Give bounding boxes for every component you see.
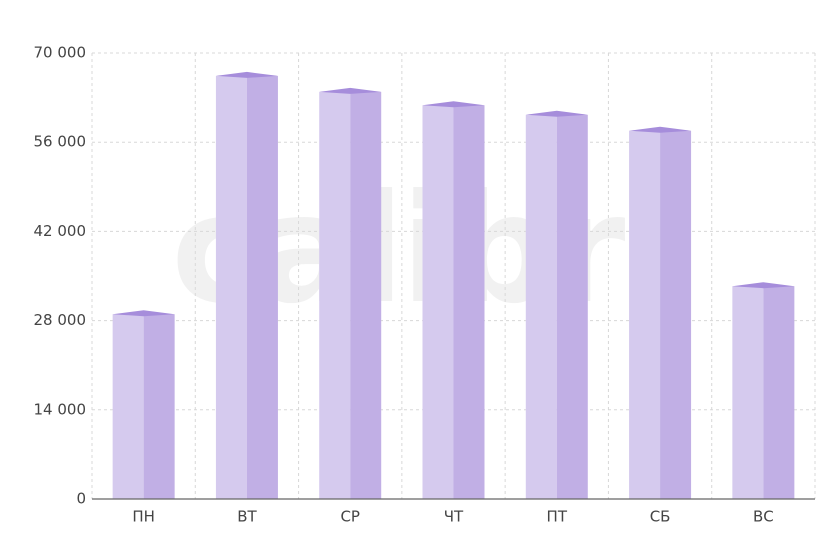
bar-side	[556, 114, 588, 499]
bar-top	[319, 87, 382, 94]
bar-top	[112, 310, 175, 317]
bar-side	[350, 91, 382, 499]
bar-front	[215, 75, 247, 500]
bar-front	[112, 314, 144, 499]
bar-front	[525, 114, 557, 499]
y-tick-label: 42 000	[34, 222, 87, 240]
x-tick-label: ВС	[753, 508, 774, 526]
bar-top	[525, 110, 588, 117]
bar-top	[215, 71, 278, 78]
bar-side	[660, 130, 692, 499]
bar	[629, 126, 692, 499]
bar-front	[319, 91, 351, 499]
bar-front	[732, 286, 764, 499]
x-tick-label: ВТ	[237, 508, 257, 526]
bar-side	[453, 105, 485, 499]
x-tick-label: ПТ	[547, 508, 568, 526]
bar-side	[143, 314, 175, 499]
bar-top	[422, 101, 485, 108]
bar-side	[763, 286, 795, 499]
y-tick-label: 28 000	[34, 311, 87, 329]
bar-top	[629, 126, 692, 133]
bar	[732, 282, 795, 499]
x-tick-label: ПН	[132, 508, 155, 526]
x-tick-label: СБ	[650, 508, 671, 526]
bar-top	[732, 282, 795, 289]
bar	[422, 101, 485, 499]
x-tick-label: ЧТ	[444, 508, 464, 526]
bar-front	[422, 105, 454, 499]
y-tick-label: 70 000	[34, 44, 87, 62]
bar	[112, 310, 175, 499]
x-tick-label: СР	[340, 508, 360, 526]
y-tick-label: 14 000	[34, 400, 87, 418]
bar	[319, 87, 382, 499]
y-tick-label: 0	[76, 490, 86, 508]
y-tick-label: 56 000	[34, 133, 87, 151]
bar	[525, 110, 588, 499]
bar	[215, 71, 278, 500]
bar-side	[246, 75, 278, 500]
bar-front	[629, 130, 661, 499]
